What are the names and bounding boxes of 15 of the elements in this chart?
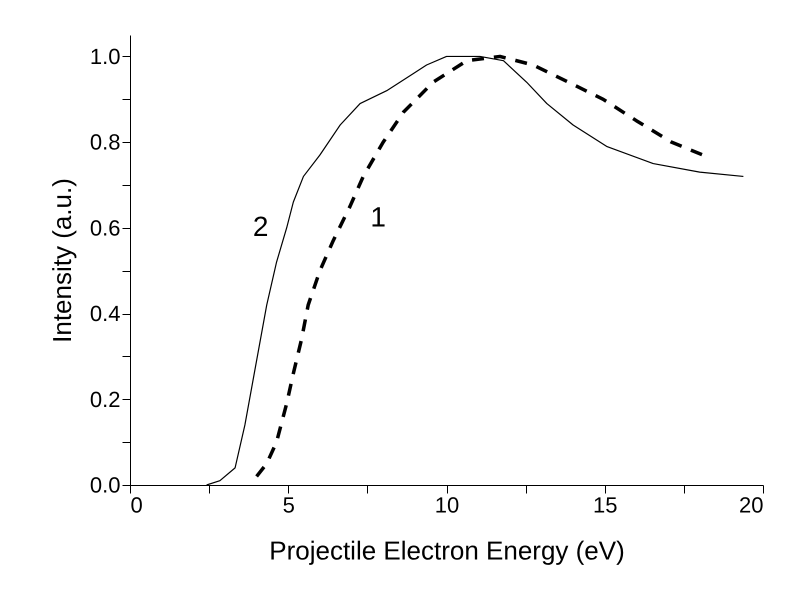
x-tick-label: 0 <box>130 492 143 518</box>
x-tick-label: 5 <box>282 492 295 518</box>
x-tick-label: 20 <box>739 492 764 518</box>
y-axis-title: Intensity (a.u.) <box>46 178 77 343</box>
series-label: 1 <box>370 202 386 233</box>
y-tick-label: 0.6 <box>90 215 120 240</box>
y-tick-label: 1.0 <box>90 44 120 69</box>
x-tick-label: 15 <box>593 492 618 518</box>
x-axis-title: Projectile Electron Energy (eV) <box>269 536 625 566</box>
series-label: 2 <box>252 210 268 242</box>
y-tick-label: 0.8 <box>90 130 120 155</box>
y-tick-label: 0.2 <box>90 386 120 412</box>
y-tick-label: 0.4 <box>90 301 120 326</box>
x-tick-label: 10 <box>434 492 460 518</box>
y-tick-label: 0.0 <box>90 472 120 498</box>
